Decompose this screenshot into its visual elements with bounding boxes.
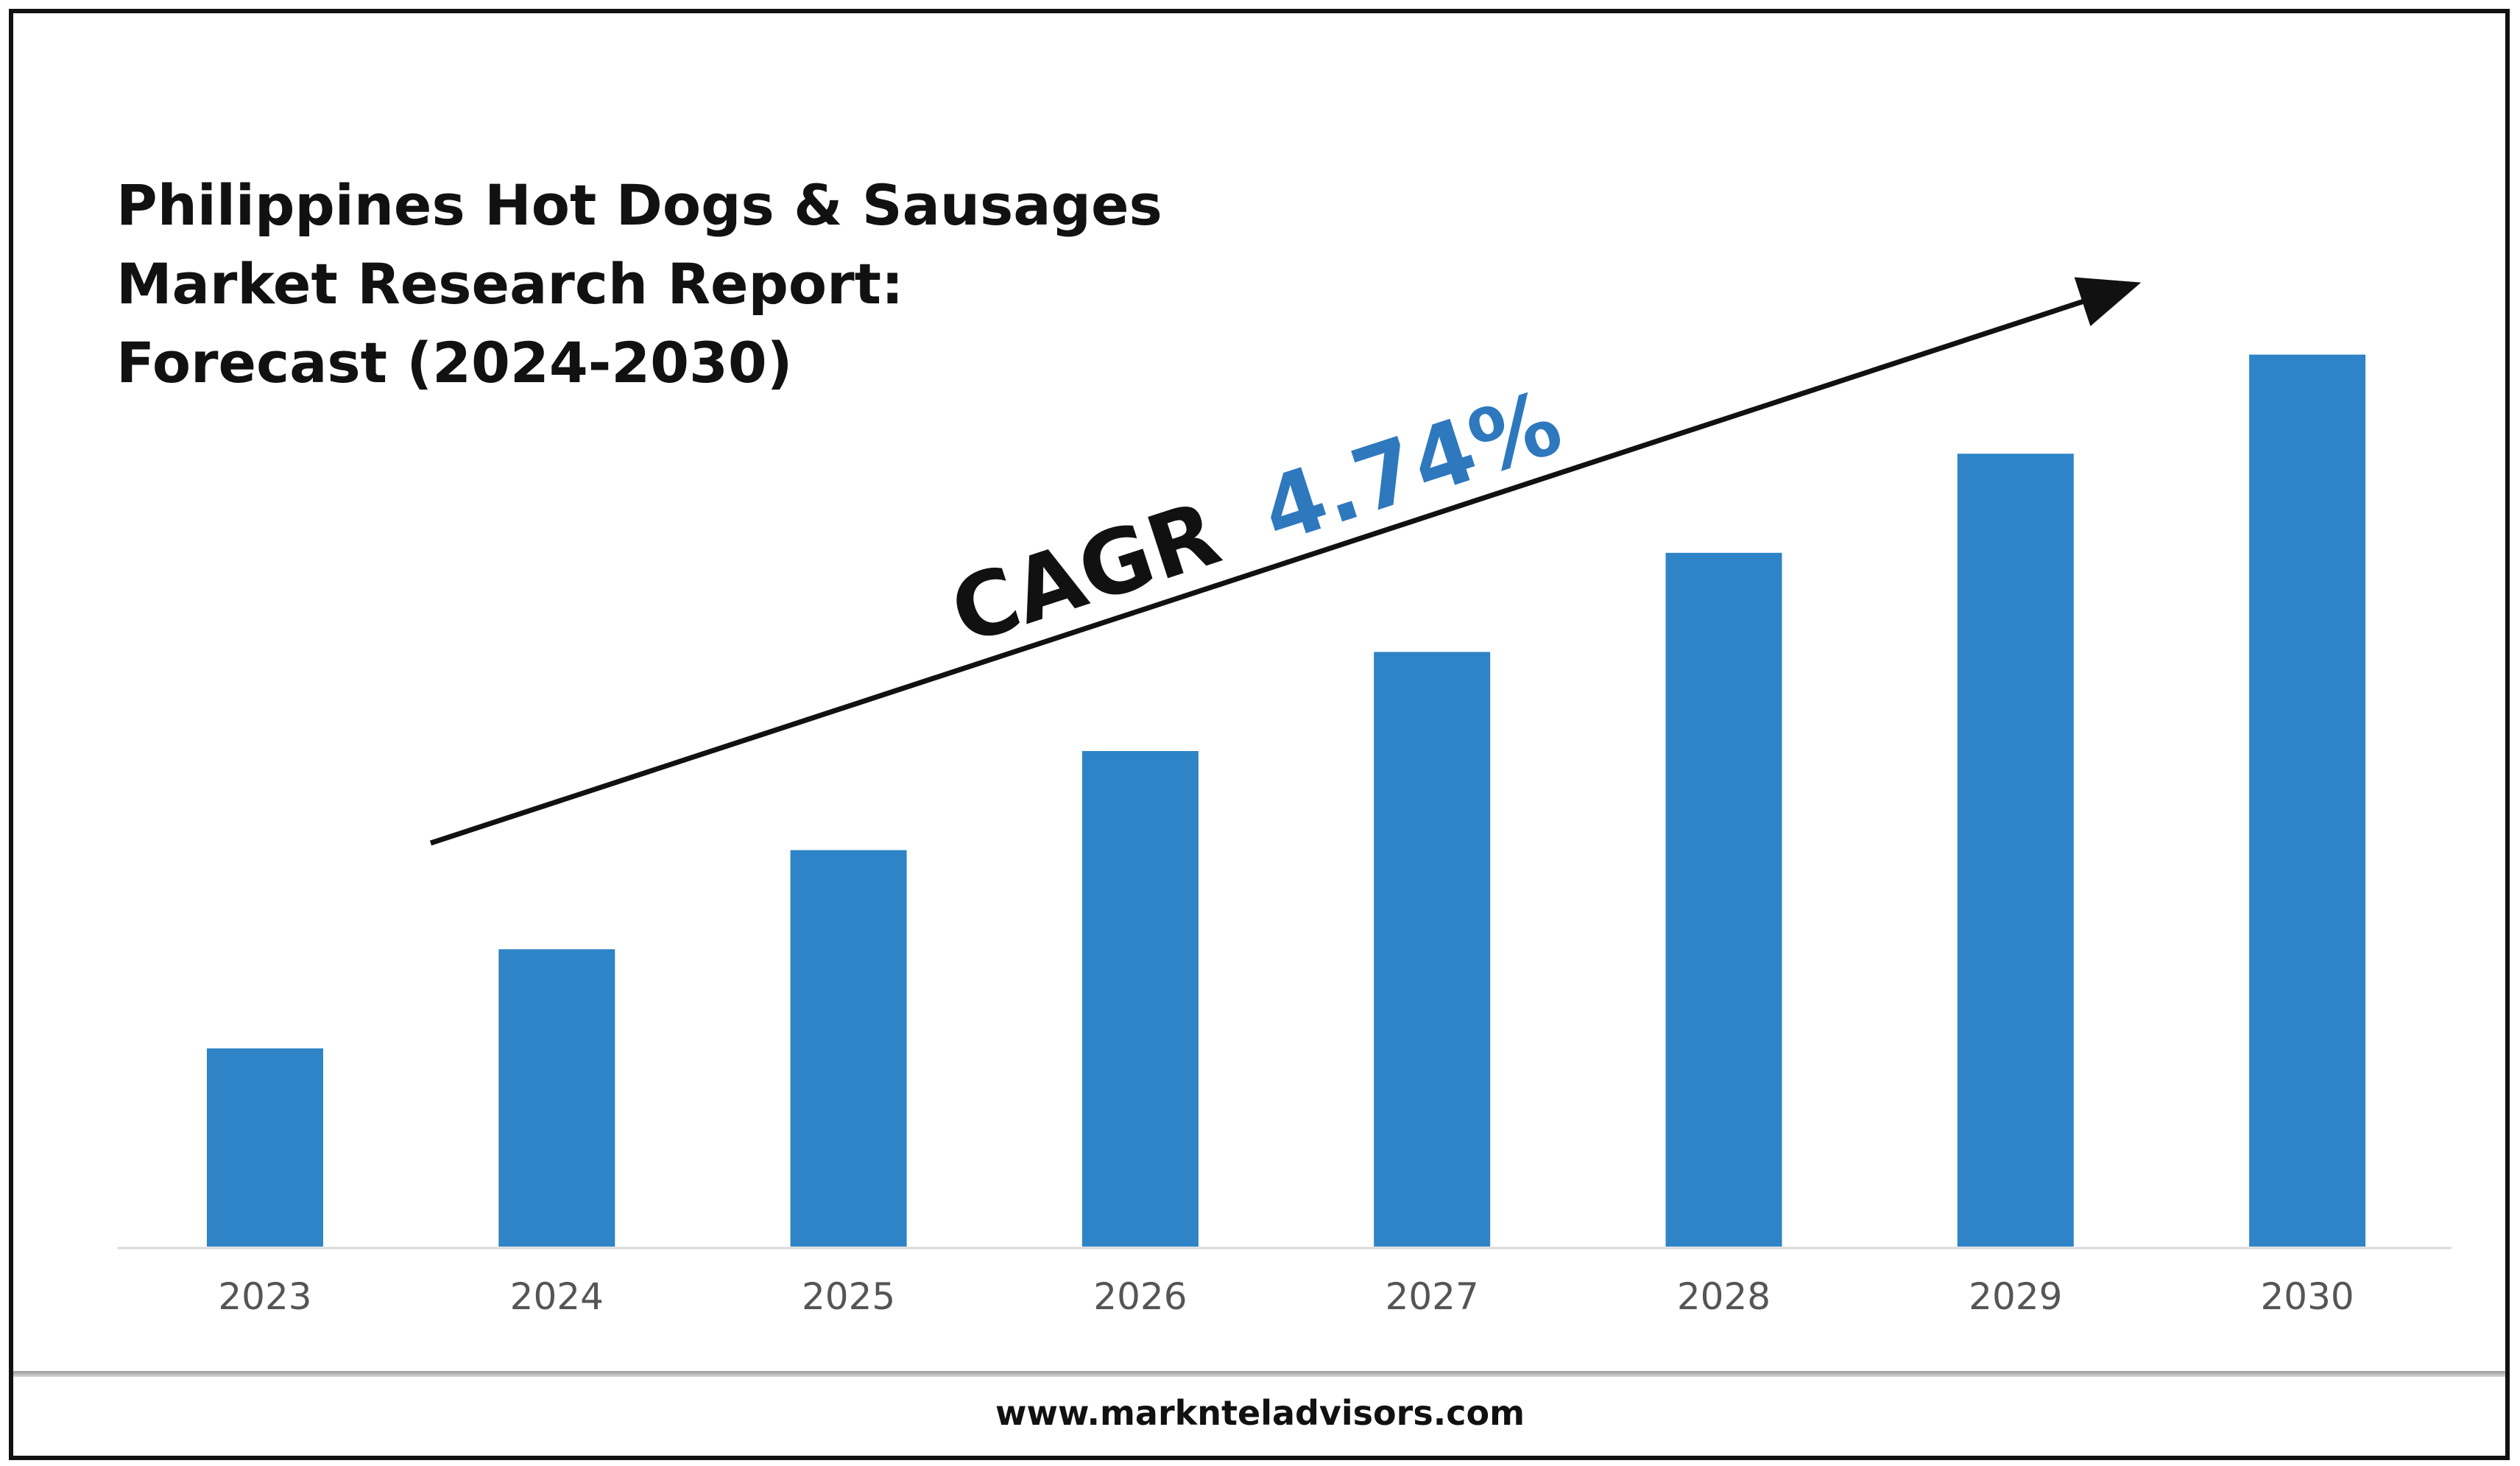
x-tick-label-2028: 2028 <box>1677 1275 1771 1318</box>
chart-title-line-2: Market Research Report: <box>116 251 903 317</box>
footer-divider <box>13 1371 2505 1377</box>
chart-title-line-1: Philippines Hot Dogs & Sausages <box>116 172 1162 238</box>
bar-series <box>207 354 2366 1247</box>
trend-arrow <box>429 277 2142 846</box>
bar-2026 <box>1081 751 1199 1247</box>
x-tick-label-2029: 2029 <box>1969 1275 2062 1318</box>
cagr-annotation: CAGR 4.74% <box>939 372 1573 665</box>
x-axis-ticks: 2023 2024 2025 2026 2027 2028 2029 2030 <box>218 1275 2354 1318</box>
x-tick-label-2030: 2030 <box>2260 1275 2354 1318</box>
bar-2029 <box>1957 454 2074 1247</box>
cagr-value: 4.74% <box>1250 372 1573 564</box>
bar-2025 <box>790 850 907 1247</box>
x-tick-label-2024: 2024 <box>510 1275 604 1318</box>
x-tick-label-2026: 2026 <box>1093 1275 1187 1318</box>
x-tick-label-2025: 2025 <box>802 1275 895 1318</box>
bar-2028 <box>1665 552 1782 1247</box>
bar-2023 <box>207 1048 323 1247</box>
chart-frame <box>9 9 2510 1460</box>
chart-title-line-3: Forecast (2024-2030) <box>116 330 793 395</box>
footer-url: www.marknteladvisors.com <box>995 1393 1525 1433</box>
x-tick-label-2027: 2027 <box>1386 1275 1479 1318</box>
x-tick-label-2023: 2023 <box>218 1275 311 1318</box>
bar-2030 <box>2249 354 2366 1247</box>
cagr-label: CAGR <box>939 482 1232 664</box>
bar-2024 <box>498 949 615 1247</box>
bar-2027 <box>1374 652 1491 1247</box>
